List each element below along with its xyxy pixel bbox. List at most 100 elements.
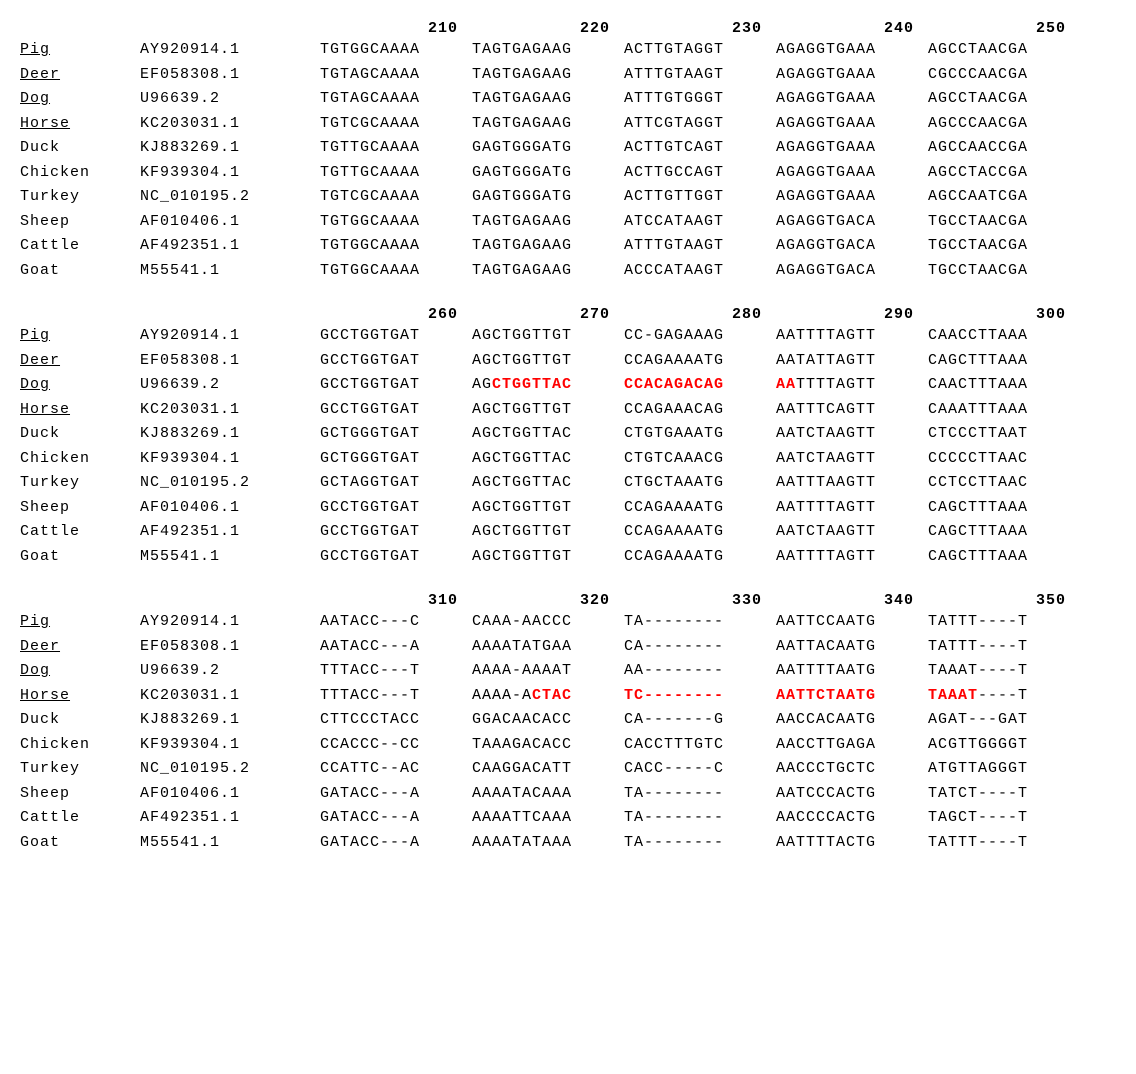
sequence-block: AACCCCACTG [776, 807, 928, 830]
sequence-segment: ACTTGTAGGT [624, 41, 724, 58]
sequence-segment: AACCACAATG [776, 711, 876, 728]
sequence-block: AGAGGTGAAA [776, 88, 928, 111]
sequence-block: TAGTGAGAAG [472, 211, 624, 234]
sequence-block: TAGTGAGAAG [472, 88, 624, 111]
alignment-block: 260270280290300PigAY920914.1GCCTGGTGATAG… [20, 306, 1116, 568]
accession-number: EF058308.1 [140, 636, 320, 659]
sequence-segment: CTTCCCTACC [320, 711, 420, 728]
sequence-block: GCCTGGTGAT [320, 521, 472, 544]
sequence-data: GATACC---AAAAATACAAATA--------AATCCCACTG… [320, 783, 1080, 806]
position-number: 250 [928, 20, 1080, 37]
sequence-segment: AGAGGTGACA [776, 237, 876, 254]
accession-number: KC203031.1 [140, 113, 320, 136]
sequence-block: ATTTGTGGGT [624, 88, 776, 111]
sequence-row: HorseKC203031.1GCCTGGTGATAGCTGGTTGTCCAGA… [20, 399, 1116, 422]
sequence-segment: AATTTTACTG [776, 834, 876, 851]
sequence-segment: AGCTGGTTGT [472, 499, 572, 516]
sequence-segment: ACGTTGGGGT [928, 736, 1028, 753]
sequence-segment: CCATTC--AC [320, 760, 420, 777]
sequence-block: ACGTTGGGGT [928, 734, 1080, 757]
sequence-block: CCAGAAAATG [624, 546, 776, 569]
accession-number: KJ883269.1 [140, 423, 320, 446]
sequence-data: CCATTC--ACCAAGGACATTCACC-----CAACCCTGCTC… [320, 758, 1080, 781]
sequence-data: CCACCC--CCTAAAGACACCCACCTTTGTCAACCTTGAGA… [320, 734, 1080, 757]
sequence-data: TGTTGCAAAAGAGTGGGATGACTTGTCAGTAGAGGTGAAA… [320, 137, 1080, 160]
sequence-data: TGTGGCAAAATAGTGAGAAGACTTGTAGGTAGAGGTGAAA… [320, 39, 1080, 62]
sequence-block: AATACC---C [320, 611, 472, 634]
sequence-block: AGAGGTGAAA [776, 186, 928, 209]
sequence-block: ACTTGCCAGT [624, 162, 776, 185]
sequence-segment: AAAATATGAA [472, 638, 572, 655]
sequence-segment: AATTACAATG [776, 638, 876, 655]
sequence-data: AATACC---CCAAA-AACCCTA--------AATTCCAATG… [320, 611, 1080, 634]
sequence-block: GCCTGGTGAT [320, 325, 472, 348]
sequence-segment: GCTGGGTGAT [320, 450, 420, 467]
sequence-segment: TAAAT----T [928, 662, 1028, 679]
sequence-block: GCCTGGTGAT [320, 546, 472, 569]
sequence-block: GCCTGGTGAT [320, 497, 472, 520]
sequence-row: DeerEF058308.1GCCTGGTGATAGCTGGTTGTCCAGAA… [20, 350, 1116, 373]
sequence-segment: CAAA-AACCC [472, 613, 572, 630]
ruler-spacer [140, 592, 320, 609]
sequence-block: CCATTC--AC [320, 758, 472, 781]
sequence-segment: GCTAGGTGAT [320, 474, 420, 491]
sequence-block: TATTT----T [928, 832, 1080, 855]
sequence-segment: AATTTTAATG [776, 662, 876, 679]
accession-number: U96639.2 [140, 88, 320, 111]
sequence-block: AACCCTGCTC [776, 758, 928, 781]
species-name: Cattle [20, 521, 140, 544]
sequence-block: TGTCGCAAAA [320, 113, 472, 136]
sequence-block: AGAGGTGACA [776, 211, 928, 234]
sequence-segment: TA-------- [624, 785, 724, 802]
sequence-data: TGTCGCAAAAGAGTGGGATGACTTGTTGGTAGAGGTGAAA… [320, 186, 1080, 209]
sequence-segment: CAACTTTAAA [928, 376, 1028, 393]
sequence-block: AGCTGGTTAC [472, 472, 624, 495]
sequence-segment: AATACC---C [320, 613, 420, 630]
sequence-block: CACCTTTGTC [624, 734, 776, 757]
sequence-block: AATTCTAATG [776, 685, 928, 708]
ruler-spacer [20, 592, 140, 609]
sequence-row: GoatM55541.1GCCTGGTGATAGCTGGTTGTCCAGAAAA… [20, 546, 1116, 569]
sequence-row: HorseKC203031.1TTTACC---TAAAA-ACTACTC---… [20, 685, 1116, 708]
species-name: Sheep [20, 497, 140, 520]
sequence-block: AGCCCAACGA [928, 113, 1080, 136]
sequence-block: TGTGGCAAAA [320, 235, 472, 258]
sequence-data: TGTCGCAAAATAGTGAGAAGATTCGTAGGTAGAGGTGAAA… [320, 113, 1080, 136]
sequence-block: AGAT---GAT [928, 709, 1080, 732]
sequence-segment: TATTT----T [928, 638, 1028, 655]
sequence-block: CA-------- [624, 636, 776, 659]
species-name: Deer [20, 636, 140, 659]
sequence-segment: GCCTGGTGAT [320, 352, 420, 369]
sequence-segment: TGTGGCAAAA [320, 41, 420, 58]
sequence-row: ChickenKF939304.1CCACCC--CCTAAAGACACCCAC… [20, 734, 1116, 757]
sequence-segment: AAAATTCAAA [472, 809, 572, 826]
sequence-block: AGCCTAACGA [928, 88, 1080, 111]
sequence-block: TGTCGCAAAA [320, 186, 472, 209]
sequence-block: ATTCGTAGGT [624, 113, 776, 136]
highlighted-sequence: AATTCTAATG [776, 687, 876, 704]
sequence-block: AATTTTAATG [776, 660, 928, 683]
sequence-block: CTGCTAAATG [624, 472, 776, 495]
ruler-spacer [20, 306, 140, 323]
sequence-segment: AATCCCACTG [776, 785, 876, 802]
accession-number: U96639.2 [140, 660, 320, 683]
sequence-block: AATTTTAGTT [776, 374, 928, 397]
sequence-segment: TAGTGAGAAG [472, 90, 572, 107]
species-name: Cattle [20, 235, 140, 258]
sequence-block: ATTTGTAAGT [624, 235, 776, 258]
sequence-block: GATACC---A [320, 783, 472, 806]
sequence-segment: CAGCTTTAAA [928, 352, 1028, 369]
sequence-block: AATTTTACTG [776, 832, 928, 855]
sequence-block: AGCTGGTTAC [472, 448, 624, 471]
sequence-block: AATTTTAGTT [776, 497, 928, 520]
highlighted-sequence: AA [776, 376, 796, 393]
accession-number: KJ883269.1 [140, 137, 320, 160]
position-number: 270 [472, 306, 624, 323]
sequence-segment: TATCT----T [928, 785, 1028, 802]
sequence-block: CCACCC--CC [320, 734, 472, 757]
accession-number: NC_010195.2 [140, 472, 320, 495]
sequence-block: CTTCCCTACC [320, 709, 472, 732]
sequence-block: ACTTGTAGGT [624, 39, 776, 62]
sequence-segment: AATCTAAGTT [776, 450, 876, 467]
sequence-segment: ATCCATAAGT [624, 213, 724, 230]
